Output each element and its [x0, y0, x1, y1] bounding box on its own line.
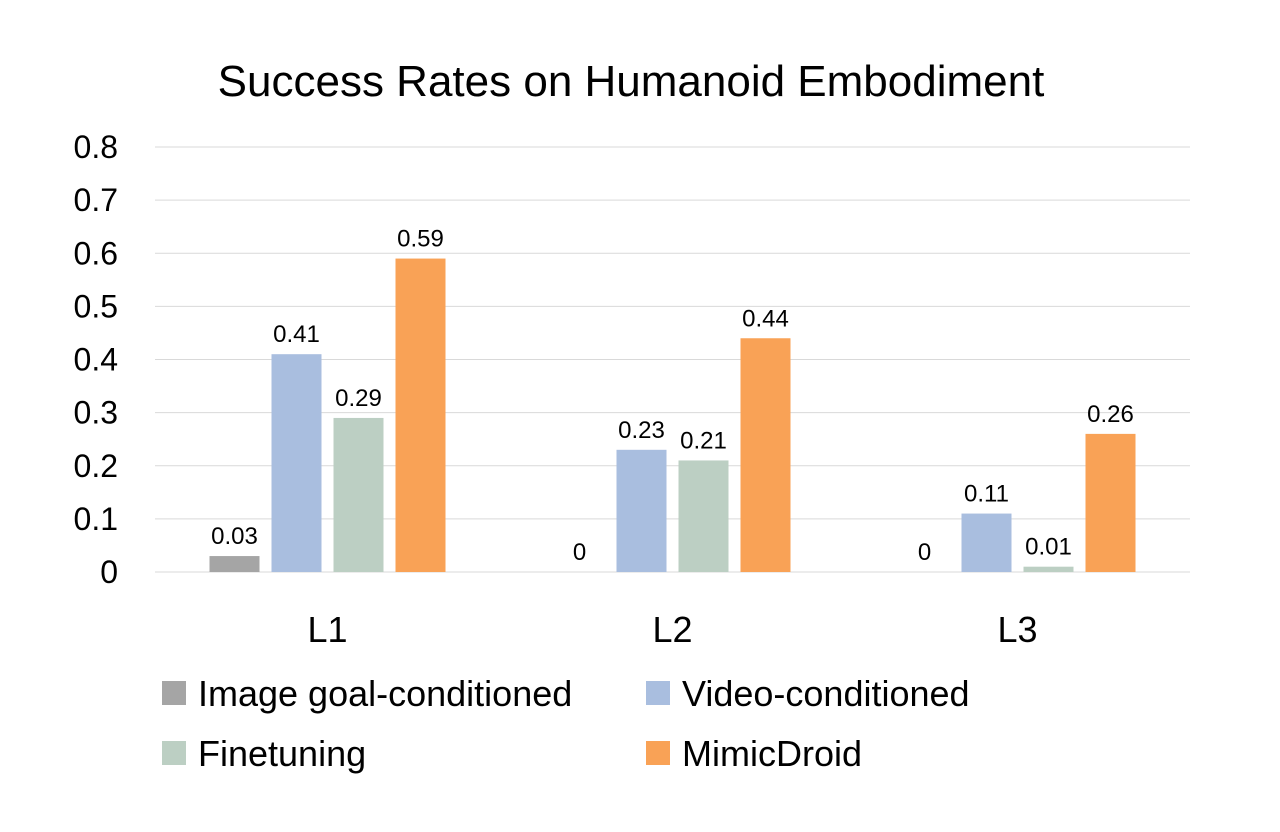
y-tick-label: 0	[100, 554, 118, 590]
y-tick-label: 0.7	[74, 182, 118, 218]
x-tick-label: L1	[307, 609, 347, 650]
data-label: 0	[918, 539, 931, 566]
data-label: 0.44	[742, 305, 789, 332]
gridlines	[155, 146, 1190, 573]
x-tick-label: L2	[652, 609, 692, 650]
data-label: 0.23	[618, 417, 665, 444]
legend-label: Image goal-conditioned	[198, 673, 572, 714]
data-label: 0.29	[335, 385, 382, 412]
y-tick-label: 0.1	[74, 501, 118, 537]
bars	[209, 258, 1136, 572]
data-label: 0.26	[1087, 401, 1134, 428]
chart-title: Success Rates on Humanoid Embodiment	[218, 57, 1045, 106]
data-labels: 0.03 0.41 0.29 0.59 0 0.23 0.21 0.44 0 0.11 0.01 0.…	[211, 226, 1134, 566]
data-label: 0.03	[211, 523, 258, 550]
data-label: 0.01	[1025, 534, 1072, 561]
bar	[333, 417, 384, 572]
y-axis-ticks: 0 0.1 0.2 0.3 0.4 0.5 0.6 0.7 0.8	[74, 129, 118, 590]
bar	[209, 556, 260, 572]
x-tick-label: L3	[997, 609, 1037, 650]
y-tick-label: 0.8	[74, 129, 118, 165]
data-label: 0.21	[680, 427, 727, 454]
bar	[395, 258, 446, 572]
y-tick-label: 0.5	[74, 288, 118, 324]
data-label: 0.59	[397, 226, 444, 253]
legend-swatch	[646, 741, 670, 765]
legend-label: Video-conditioned	[682, 673, 970, 714]
bar	[740, 338, 791, 572]
bar	[961, 513, 1012, 572]
bar	[1085, 433, 1136, 572]
x-axis-ticks: L1 L2 L3	[307, 609, 1037, 650]
legend-swatch	[162, 681, 186, 705]
y-tick-label: 0.6	[74, 235, 118, 271]
data-label: 0	[573, 539, 586, 566]
legend-label: MimicDroid	[682, 733, 862, 774]
legend-label: Finetuning	[198, 733, 366, 774]
y-tick-label: 0.2	[74, 448, 118, 484]
y-tick-label: 0.4	[74, 342, 118, 378]
y-tick-label: 0.3	[74, 395, 118, 431]
bar	[1023, 566, 1074, 572]
legend-swatch	[162, 741, 186, 765]
legend: Image goal-conditioned Video-conditioned F…	[162, 673, 970, 774]
bar	[616, 449, 667, 572]
bar	[271, 354, 322, 572]
data-label: 0.11	[964, 481, 1009, 508]
bar	[678, 460, 729, 572]
data-label: 0.41	[273, 321, 320, 348]
legend-swatch	[646, 681, 670, 705]
